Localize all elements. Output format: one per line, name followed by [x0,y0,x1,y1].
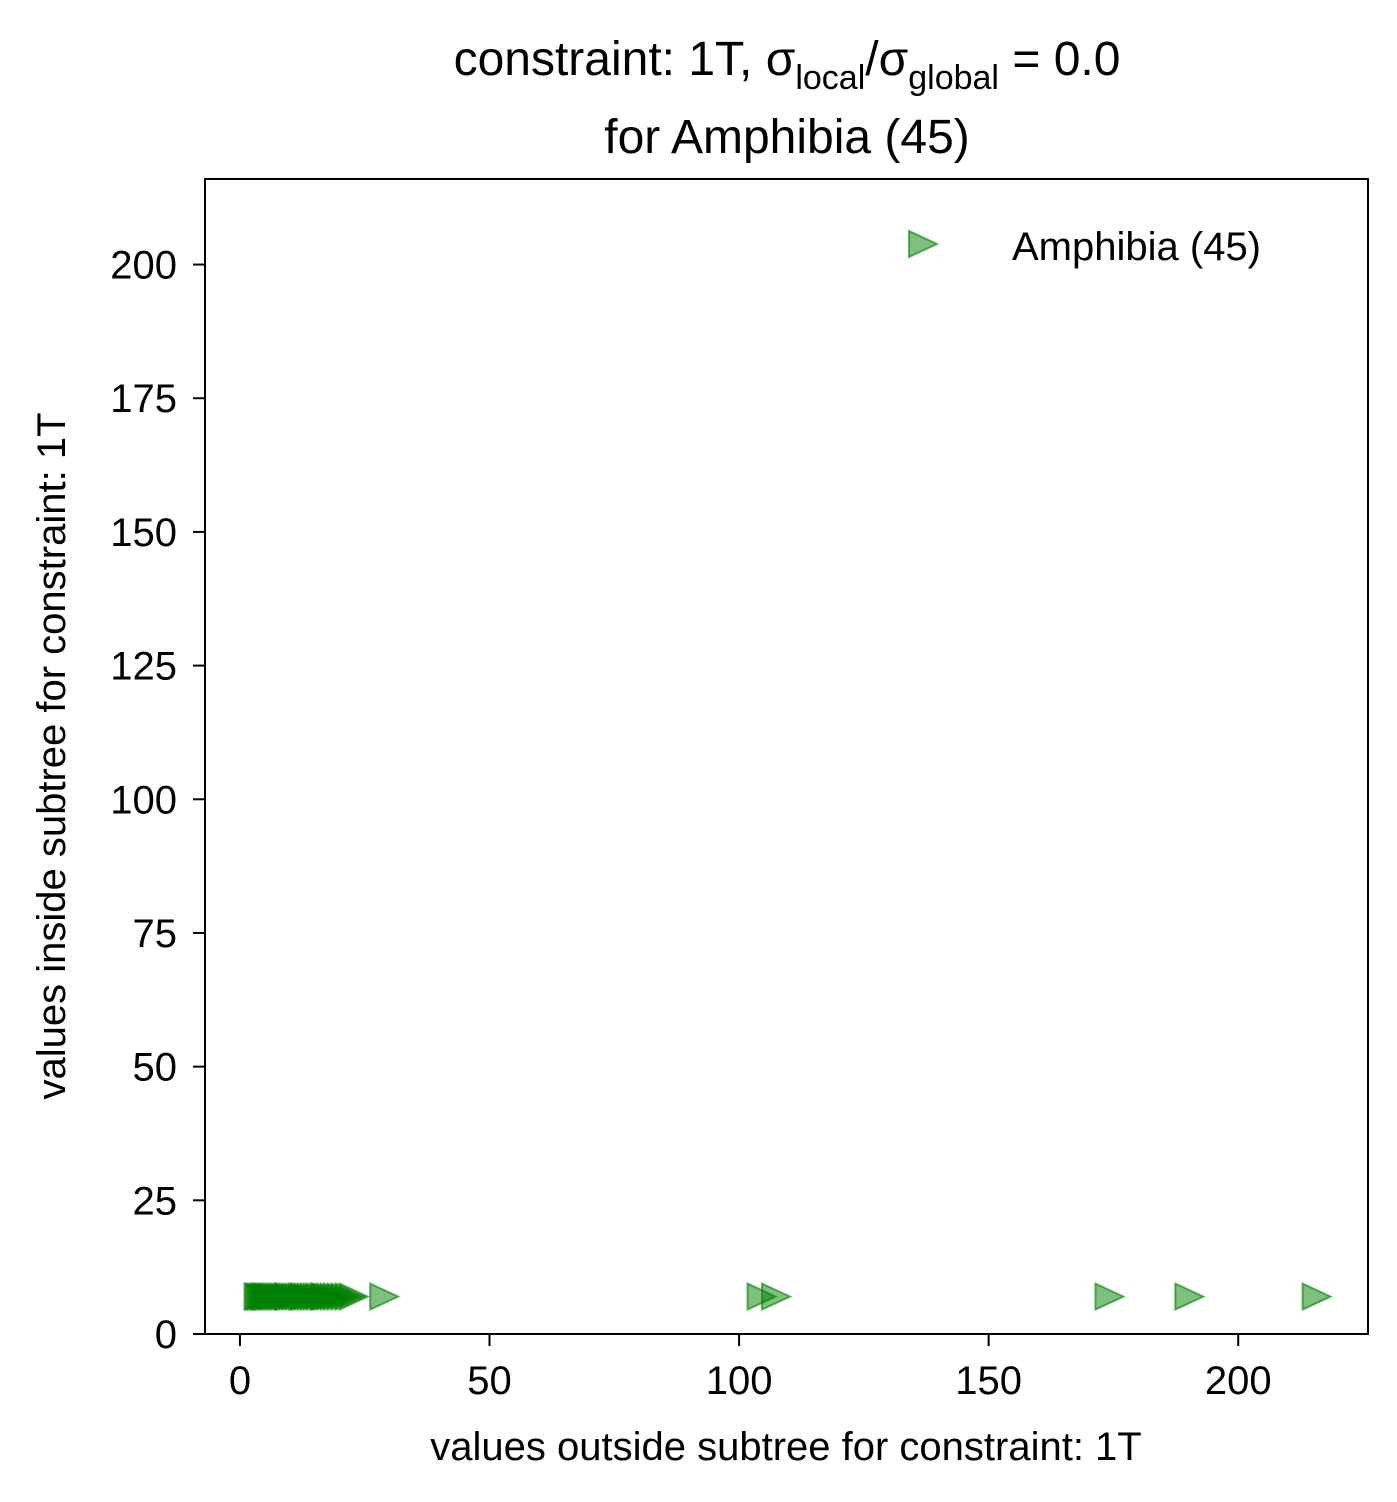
data-point [338,1282,371,1312]
y-tick-label: 25 [133,1179,178,1223]
y-tick-label: 150 [110,511,177,555]
legend-marker-icon [908,229,940,259]
x-tick-label: 100 [706,1359,773,1403]
y-tick-label: 200 [110,244,177,288]
y-tick-label: 50 [133,1046,178,1090]
data-point [251,1282,284,1312]
title-suffix: = 0.0 [999,33,1120,86]
y-tick-label: 75 [133,912,178,956]
data-point [289,1282,322,1312]
y-axis-label: values inside subtree for constraint: 1T [30,412,74,1099]
title-sub-local: local [795,59,865,97]
x-tick-label: 150 [955,1359,1022,1403]
data-point [1094,1282,1126,1312]
legend: Amphibia (45) [908,225,1261,269]
x-tick-label: 200 [1205,1359,1272,1403]
chart-title-line2: for Amphibia (45) [604,111,970,164]
title-prefix: constraint: 1T, σ [454,33,796,86]
y-tick-label: 175 [110,377,177,421]
legend-label: Amphibia (45) [1012,225,1261,269]
x-tick-label: 0 [229,1359,251,1403]
x-tick-label: 50 [467,1359,512,1403]
y-tick-label: 0 [155,1313,177,1357]
x-axis-ticks: 0 50 100 150 200 [229,1334,1272,1403]
plot-area [204,178,1369,1335]
data-point [369,1282,401,1312]
data-point [1174,1282,1206,1312]
title-sub-global: global [908,59,999,97]
title-slash: /σ [865,33,908,86]
x-axis-label: values outside subtree for constraint: 1… [430,1425,1141,1469]
data-point [1301,1282,1333,1312]
data-points [243,1282,1333,1312]
data-point [310,1282,343,1312]
y-tick-label: 100 [110,778,177,822]
y-tick-label: 125 [110,645,177,689]
y-axis-ticks: 0 25 50 75 100 125 150 175 200 [110,244,205,1357]
data-point [761,1282,793,1312]
chart-title-line1: constraint: 1T, σlocal/σglobal = 0.0 [454,33,1121,97]
